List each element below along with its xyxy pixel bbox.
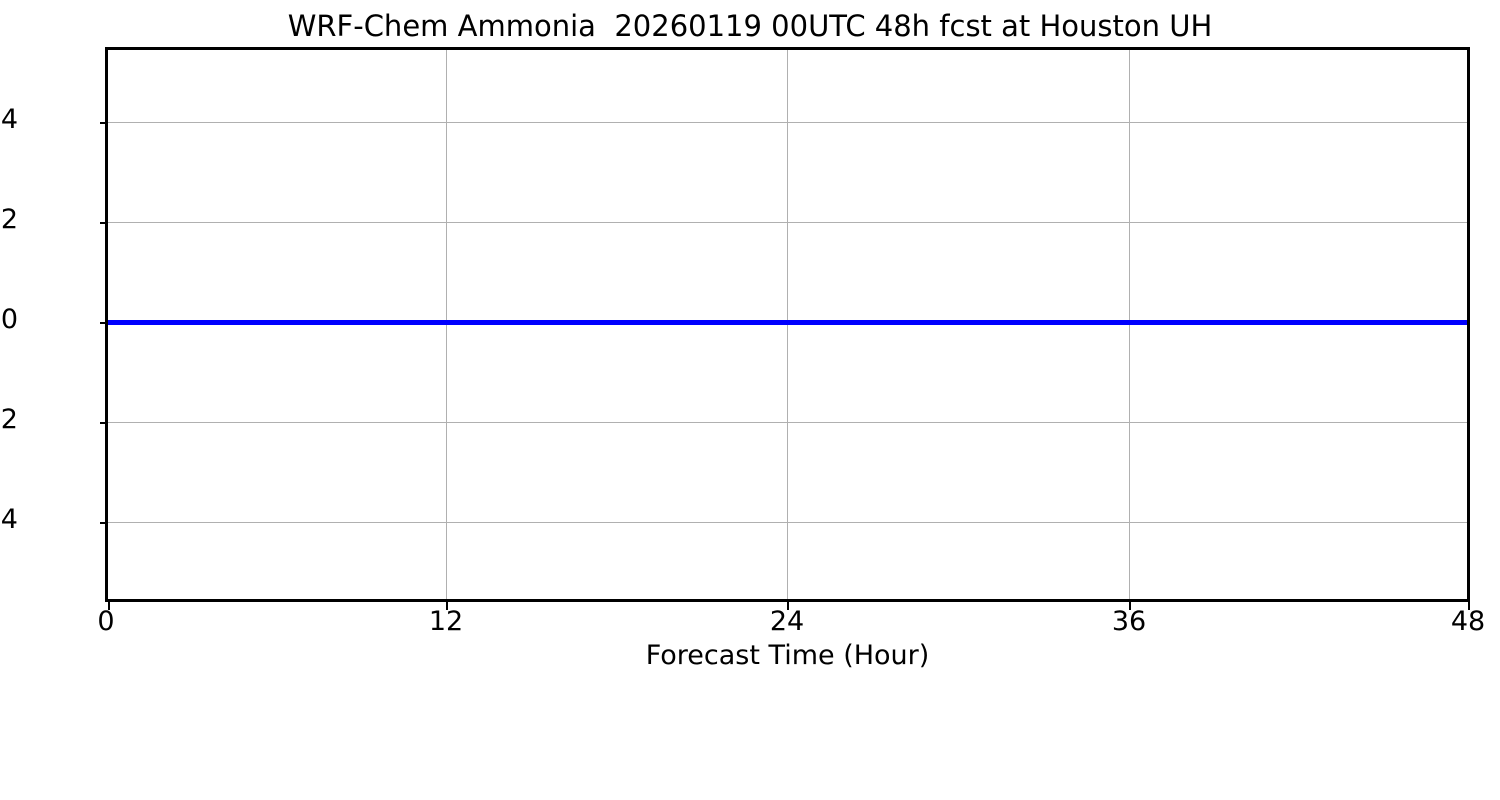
xtick-label: 36 [1111,606,1147,637]
xtick-mark [446,602,448,610]
ytick-mark [100,522,108,524]
xtick-label: 48 [1450,606,1486,637]
xtick-label: 0 [97,606,115,637]
ytick-label: −0.02 [0,404,18,435]
plot-axes [100,47,1470,610]
data-series-ammonia [108,320,1467,325]
ytick-mark [100,122,108,124]
xtick-label: 24 [769,606,805,637]
xtick-mark [108,602,110,610]
xtick-label: 12 [428,606,464,637]
plot-area [108,50,1467,599]
xtick-mark [1129,602,1131,610]
ytick-mark [100,422,108,424]
ytick-mark [100,222,108,224]
xtick-mark [787,602,789,610]
ytick-label: 0.00 [0,304,18,335]
ytick-label: 0.02 [0,204,18,235]
y-axis-label-clip [0,0,7,800]
ytick-label: 0.04 [0,104,18,135]
xtick-mark [1468,602,1470,610]
x-axis-label: Forecast Time (Hour) [645,640,930,671]
ytick-label: −0.04 [0,504,18,535]
chart-title: WRF-Chem Ammonia 20260119 00UTC 48h fcst… [287,9,1213,43]
ytick-mark [100,322,108,324]
